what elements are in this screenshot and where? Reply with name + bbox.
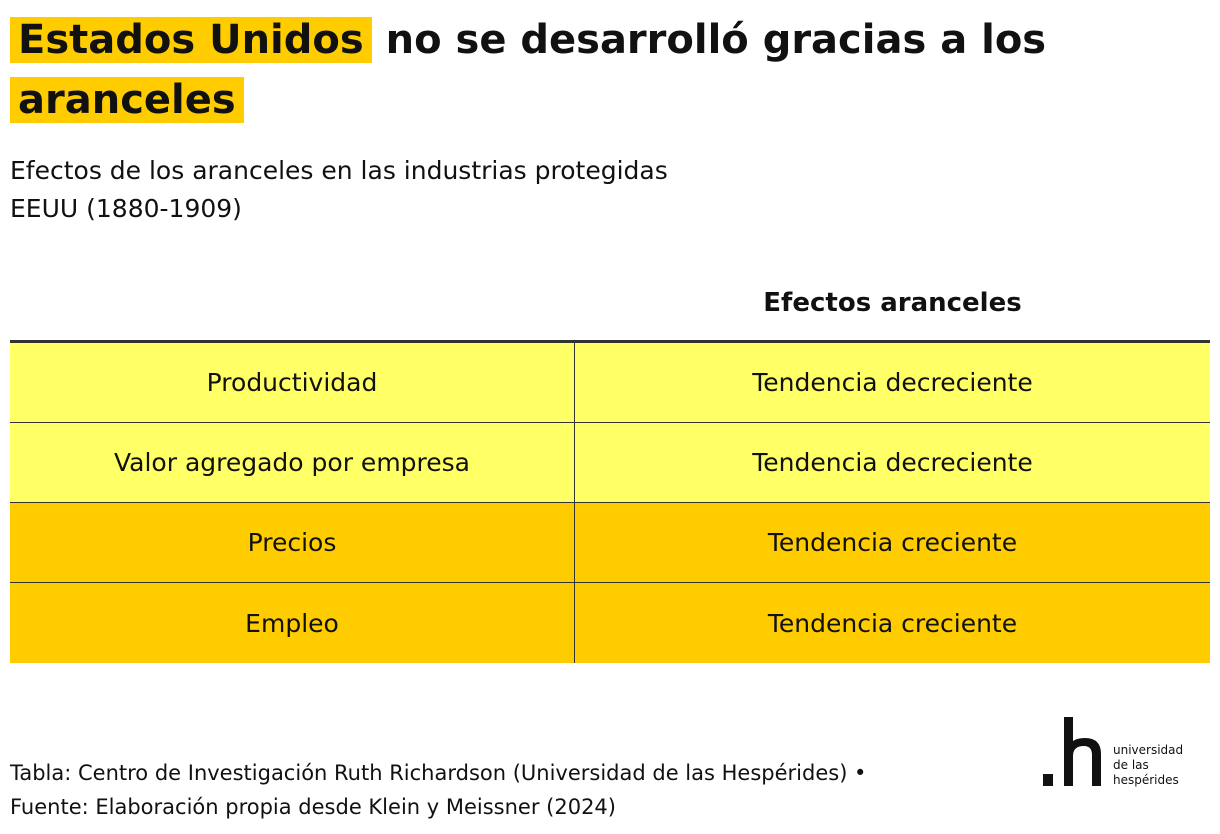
chart-subtitle: Efectos de los aranceles en las industri…: [10, 152, 668, 228]
row-effect: Tendencia decreciente: [752, 368, 1033, 397]
table-row: Valor agregado por empresa Tendencia decr…: [10, 423, 1210, 503]
footer-credit: Tabla: Centro de Investigación Ruth Rich…: [10, 761, 867, 785]
effects-table: Productividad Tendencia decreciente Valor …: [10, 340, 1210, 663]
chart-title: Estados Unidos no se desarrolló gracias …: [10, 10, 1110, 130]
table-row: Precios Tendencia creciente: [10, 503, 1210, 583]
logo-line-2: de las: [1113, 758, 1149, 772]
table-row: Empleo Tendencia creciente: [10, 583, 1210, 663]
table-row: Productividad Tendencia decreciente: [10, 343, 1210, 423]
row-label: Precios: [10, 503, 575, 582]
logo-wordmark: universidad de las hespérides: [1113, 743, 1183, 788]
subtitle-line-2: EEUU (1880-1909): [10, 194, 242, 223]
footer: Tabla: Centro de Investigación Ruth Rich…: [10, 756, 866, 824]
row-effect: Tendencia creciente: [767, 528, 1018, 557]
footer-source: Fuente: Elaboración propia desde Klein y…: [10, 795, 616, 819]
subtitle-line-1: Efectos de los aranceles en las industri…: [10, 156, 668, 185]
column-header-effects: Efectos aranceles: [763, 288, 1022, 318]
row-label: Valor agregado por empresa: [10, 423, 575, 502]
title-middle: no se desarrolló gracias a los: [385, 17, 1047, 63]
logo-line-1: universidad: [1113, 743, 1184, 757]
row-label: Productividad: [10, 343, 575, 422]
logo-line-3: hespérides: [1113, 773, 1179, 787]
row-effect: Tendencia decreciente: [752, 448, 1033, 477]
title-highlight-2: aranceles: [10, 77, 244, 123]
logo-h-mark-icon: [1043, 717, 1101, 786]
title-highlight-1: Estados Unidos: [10, 17, 372, 63]
university-logo: universidad de las hespérides: [1040, 714, 1200, 794]
row-effect: Tendencia creciente: [767, 608, 1018, 638]
row-label: Empleo: [10, 583, 575, 663]
